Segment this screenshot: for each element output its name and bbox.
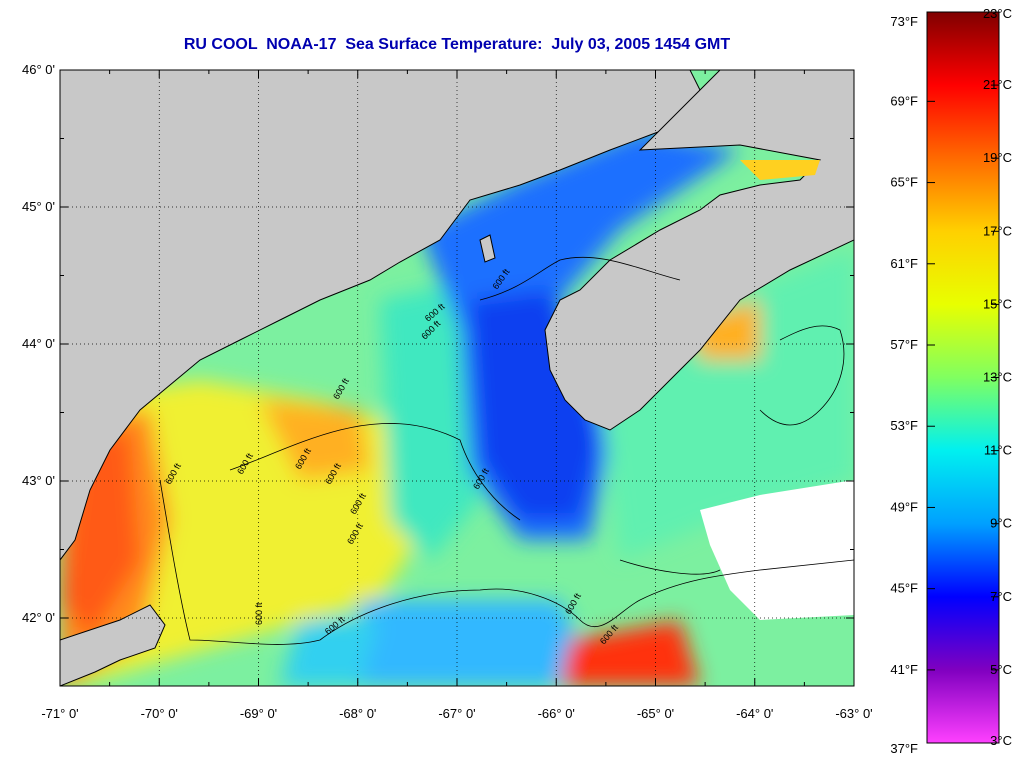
- lon-label: -66° 0': [538, 706, 575, 721]
- colorbar-celsius-label: 23°C: [983, 6, 1012, 21]
- depth-contours: [159, 256, 854, 645]
- lat-label: 44° 0': [22, 336, 55, 351]
- colorbar-celsius-label: 17°C: [983, 223, 1012, 238]
- colorbar-celsius-label: 13°C: [983, 370, 1012, 385]
- contour-label: 600 ft: [254, 602, 264, 625]
- colorbar-celsius-label: 15°C: [983, 296, 1012, 311]
- lat-label: 45° 0': [22, 199, 55, 214]
- lat-label: 43° 0': [22, 473, 55, 488]
- colorbar-fahrenheit-label: 45°F: [890, 581, 918, 596]
- colorbar-fahrenheit-label: 57°F: [890, 337, 918, 352]
- colorbar-fahrenheit-label: 37°F: [890, 741, 918, 756]
- map-title: RU COOL NOAA-17 Sea Surface Temperature:…: [183, 36, 731, 53]
- colorbar-fahrenheit-labels: 73°F 69°F 65°F 61°F 57°F 53°F 49°F 45°F 41°F 37°F: [890, 14, 918, 756]
- lon-label: -67° 0': [438, 706, 475, 721]
- lat-labels: 46° 0' 45° 0' 44° 0' 43° 0' 42° 0': [22, 62, 55, 625]
- lon-label: -71° 0': [41, 706, 78, 721]
- lon-label: -69° 0': [240, 706, 277, 721]
- colorbar-fahrenheit-label: 49°F: [890, 499, 918, 514]
- colorbar-fahrenheit-label: 41°F: [890, 662, 918, 677]
- colorbar: [926, 11, 1000, 744]
- colorbar-fahrenheit-label: 53°F: [890, 418, 918, 433]
- lon-label: -70° 0': [141, 706, 178, 721]
- nova-scotia: [544, 70, 854, 431]
- colorbar-celsius-label: 21°C: [983, 77, 1012, 92]
- colorbar-fahrenheit-label: 69°F: [890, 93, 918, 108]
- colorbar-celsius-label: 19°C: [983, 150, 1012, 165]
- land: [60, 70, 854, 686]
- colorbar-celsius-labels: 23°C 21°C 19°C 17°C 15°C 13°C 11°C 9°C 7°C 5°C 3°C: [983, 6, 1012, 748]
- lon-label: -64° 0': [736, 706, 773, 721]
- nodata-region: [700, 480, 854, 620]
- colorbar-celsius-label: 7°C: [990, 589, 1012, 604]
- lon-label: -68° 0': [339, 706, 376, 721]
- lon-label: -65° 0': [637, 706, 674, 721]
- colorbar-celsius-label: 9°C: [990, 516, 1012, 531]
- colorbar-celsius-label: 3°C: [990, 733, 1012, 748]
- lat-label: 46° 0': [22, 62, 55, 77]
- colorbar-fahrenheit-label: 65°F: [890, 175, 918, 190]
- colorbar-celsius-label: 5°C: [990, 662, 1012, 677]
- grand-manan: [479, 234, 496, 263]
- colorbar-fahrenheit-label: 61°F: [890, 256, 918, 271]
- lon-labels: -71° 0' -70° 0' -69° 0' -68° 0' -67° 0' -66° …: [41, 706, 872, 721]
- cape-cod: [60, 604, 166, 686]
- minas-basin: [740, 160, 820, 180]
- lon-label: -63° 0': [835, 706, 872, 721]
- graticule: [60, 70, 854, 686]
- axis-ticks: [59, 69, 855, 686]
- lat-label: 42° 0': [22, 610, 55, 625]
- colorbar-ticks: [927, 84, 999, 671]
- colorbar-celsius-label: 11°C: [984, 443, 1012, 458]
- colorbar-fahrenheit-label: 73°F: [890, 14, 918, 29]
